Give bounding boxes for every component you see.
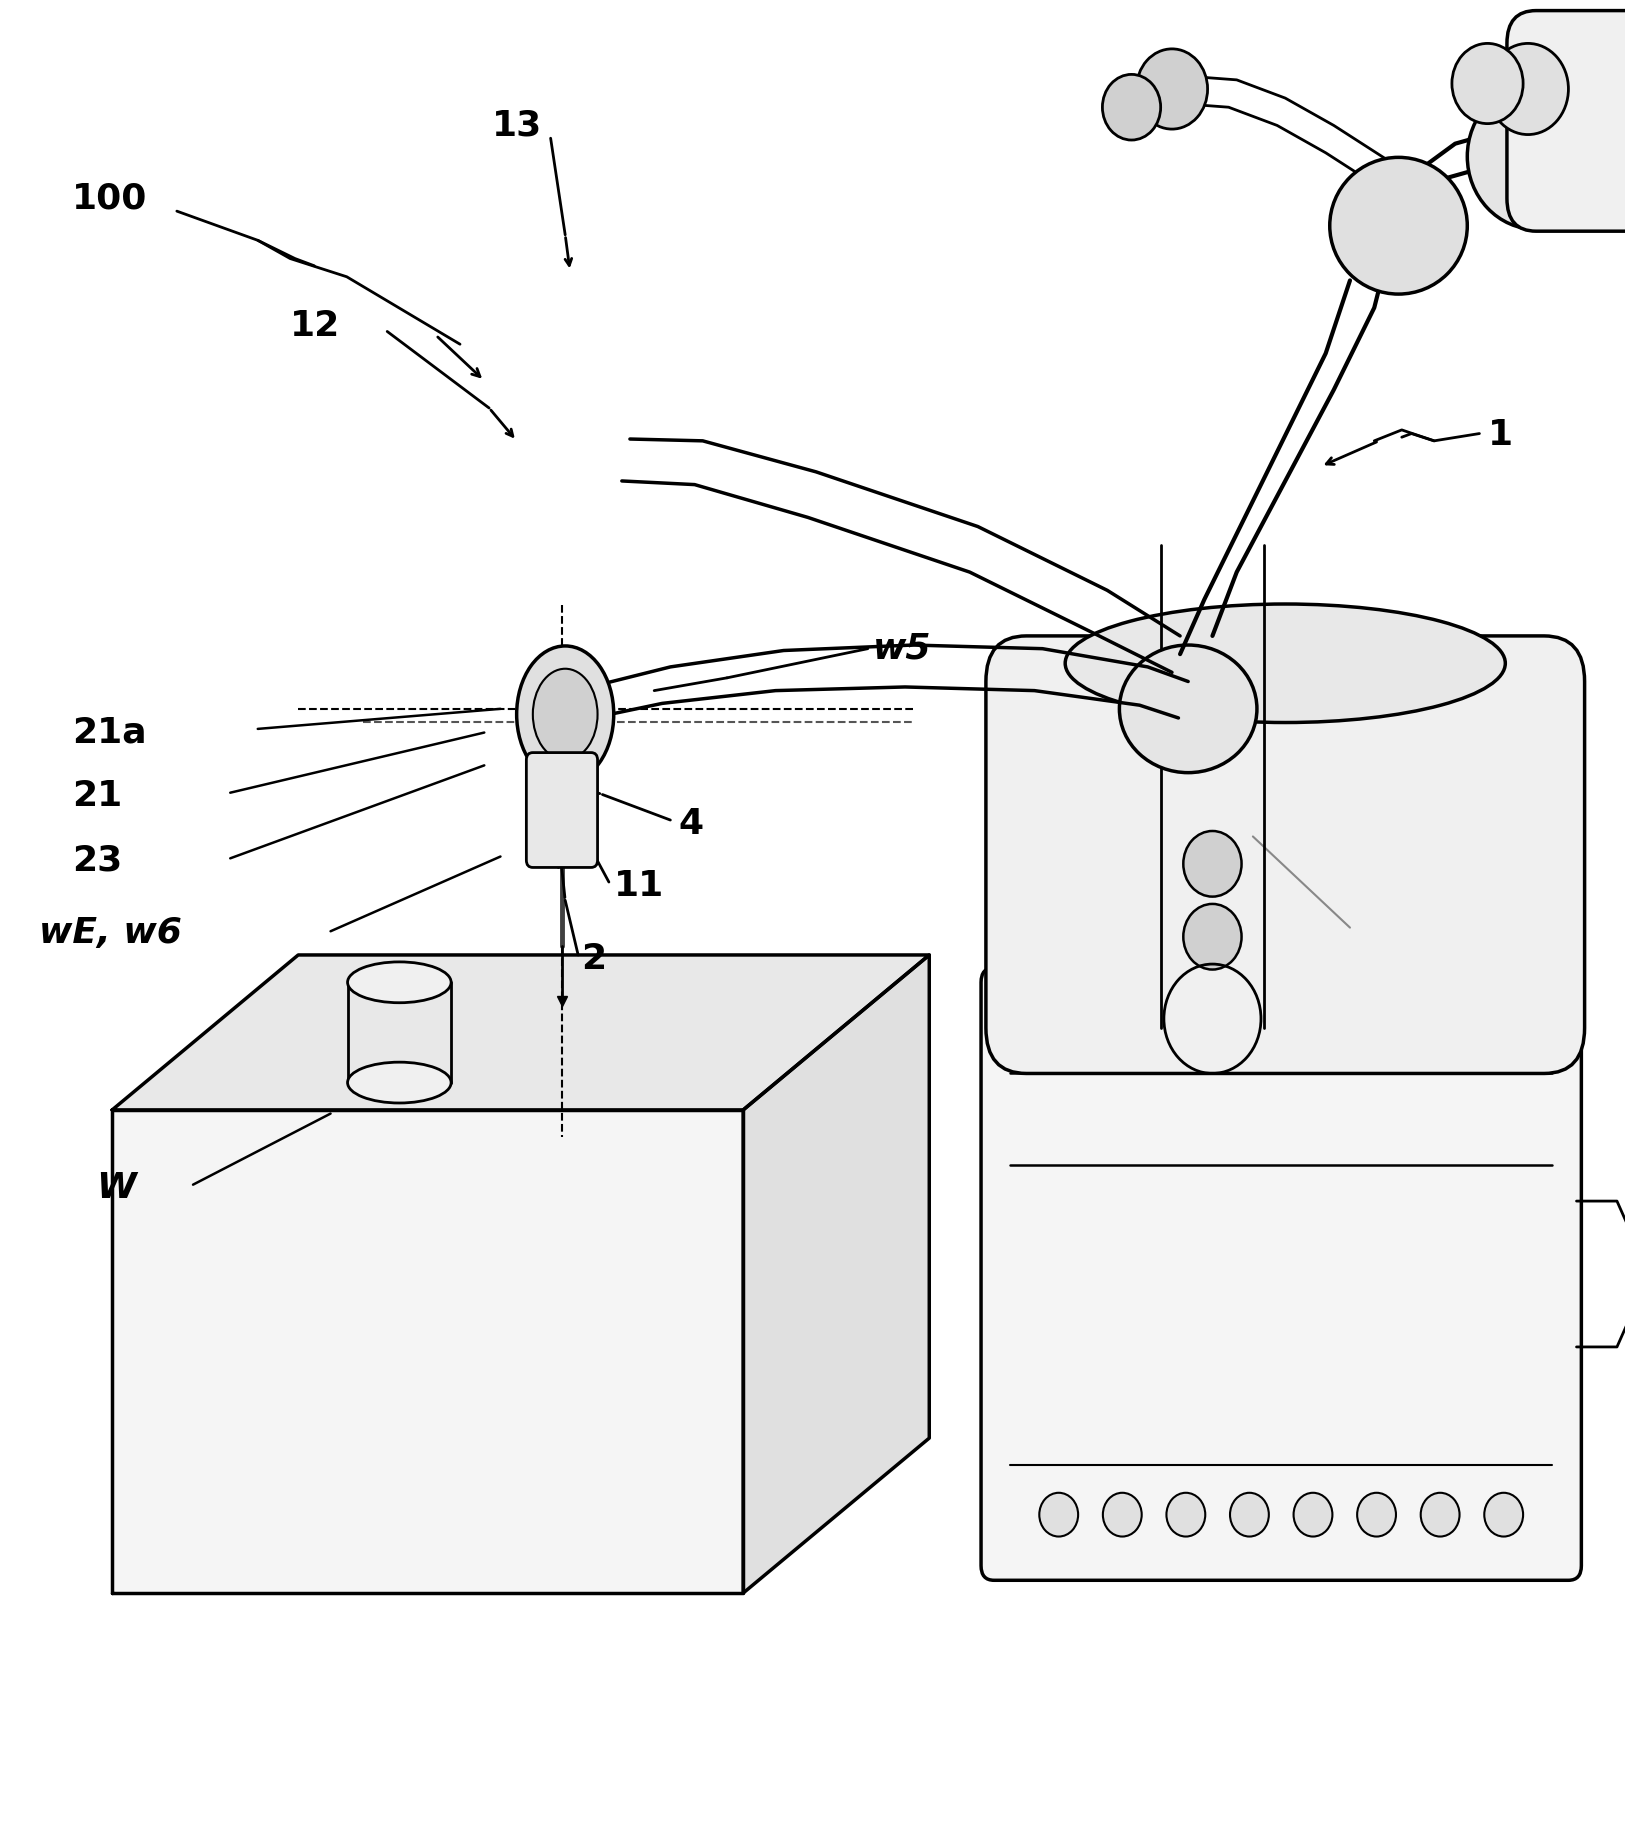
FancyBboxPatch shape <box>1506 11 1632 231</box>
Text: 2: 2 <box>581 942 607 975</box>
Ellipse shape <box>1120 645 1257 773</box>
Circle shape <box>1452 44 1523 123</box>
Circle shape <box>1358 1493 1395 1536</box>
Ellipse shape <box>1467 83 1604 230</box>
Text: 100: 100 <box>72 182 147 215</box>
Text: 4: 4 <box>679 806 703 841</box>
Text: wE, w6: wE, w6 <box>39 917 183 950</box>
Text: 1: 1 <box>1487 419 1513 452</box>
Ellipse shape <box>1330 158 1467 294</box>
Circle shape <box>1103 1493 1142 1536</box>
Polygon shape <box>743 955 929 1593</box>
Ellipse shape <box>517 647 614 783</box>
Circle shape <box>1183 830 1242 896</box>
Circle shape <box>1136 50 1208 129</box>
Circle shape <box>1183 904 1242 970</box>
Ellipse shape <box>532 669 597 761</box>
Text: 12: 12 <box>290 309 341 344</box>
Ellipse shape <box>348 963 450 1003</box>
Text: 13: 13 <box>493 108 542 143</box>
Circle shape <box>1102 75 1160 140</box>
Ellipse shape <box>348 1062 450 1102</box>
Text: 21a: 21a <box>72 716 147 749</box>
Text: 11: 11 <box>614 869 664 902</box>
Circle shape <box>1483 1493 1523 1536</box>
Circle shape <box>1421 1493 1459 1536</box>
Polygon shape <box>113 955 929 1110</box>
Circle shape <box>1294 1493 1332 1536</box>
FancyBboxPatch shape <box>981 968 1581 1580</box>
Ellipse shape <box>1066 604 1505 722</box>
Polygon shape <box>113 1110 743 1593</box>
Text: 21: 21 <box>72 779 122 814</box>
Circle shape <box>1040 1493 1079 1536</box>
Circle shape <box>1487 44 1568 134</box>
Circle shape <box>1231 1493 1268 1536</box>
Circle shape <box>1167 1493 1206 1536</box>
Text: W: W <box>96 1172 135 1205</box>
FancyBboxPatch shape <box>527 753 597 867</box>
Text: w5: w5 <box>873 632 932 665</box>
FancyBboxPatch shape <box>986 636 1585 1073</box>
Text: 23: 23 <box>72 843 122 876</box>
